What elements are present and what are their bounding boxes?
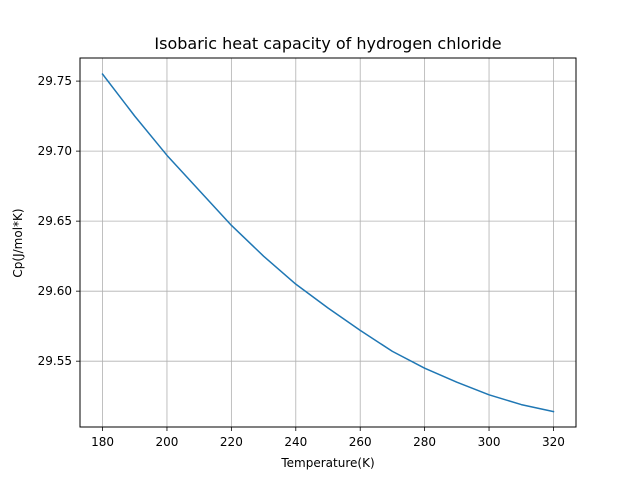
y-tick-label: 29.65	[38, 214, 72, 228]
x-tick-label: 300	[478, 435, 501, 449]
series-line	[101, 73, 555, 413]
chart-title: Isobaric heat capacity of hydrogen chlor…	[154, 34, 501, 53]
x-axis-ticks: 180 200 220 240 260 280 300 320	[91, 427, 565, 449]
x-tick-label: 280	[413, 435, 436, 449]
y-axis-ticks: 29.55 29.60 29.65 29.70 29.75	[38, 74, 80, 368]
y-axis-label: Cp(J/mol*K)	[11, 208, 25, 277]
x-tick-label: 180	[91, 435, 114, 449]
x-tick-label: 320	[542, 435, 565, 449]
series-group	[101, 73, 555, 413]
x-tick-label: 220	[220, 435, 243, 449]
plot-frame	[79, 57, 577, 428]
x-tick-label: 260	[349, 435, 372, 449]
y-tick-label: 29.60	[38, 284, 72, 298]
y-tick-label: 29.55	[38, 354, 72, 368]
x-tick-label: 200	[156, 435, 179, 449]
y-tick-label: 29.70	[38, 144, 72, 158]
x-tick-label: 240	[284, 435, 307, 449]
y-tick-label: 29.75	[38, 74, 72, 88]
x-axis-label: Temperature(K)	[280, 456, 374, 470]
